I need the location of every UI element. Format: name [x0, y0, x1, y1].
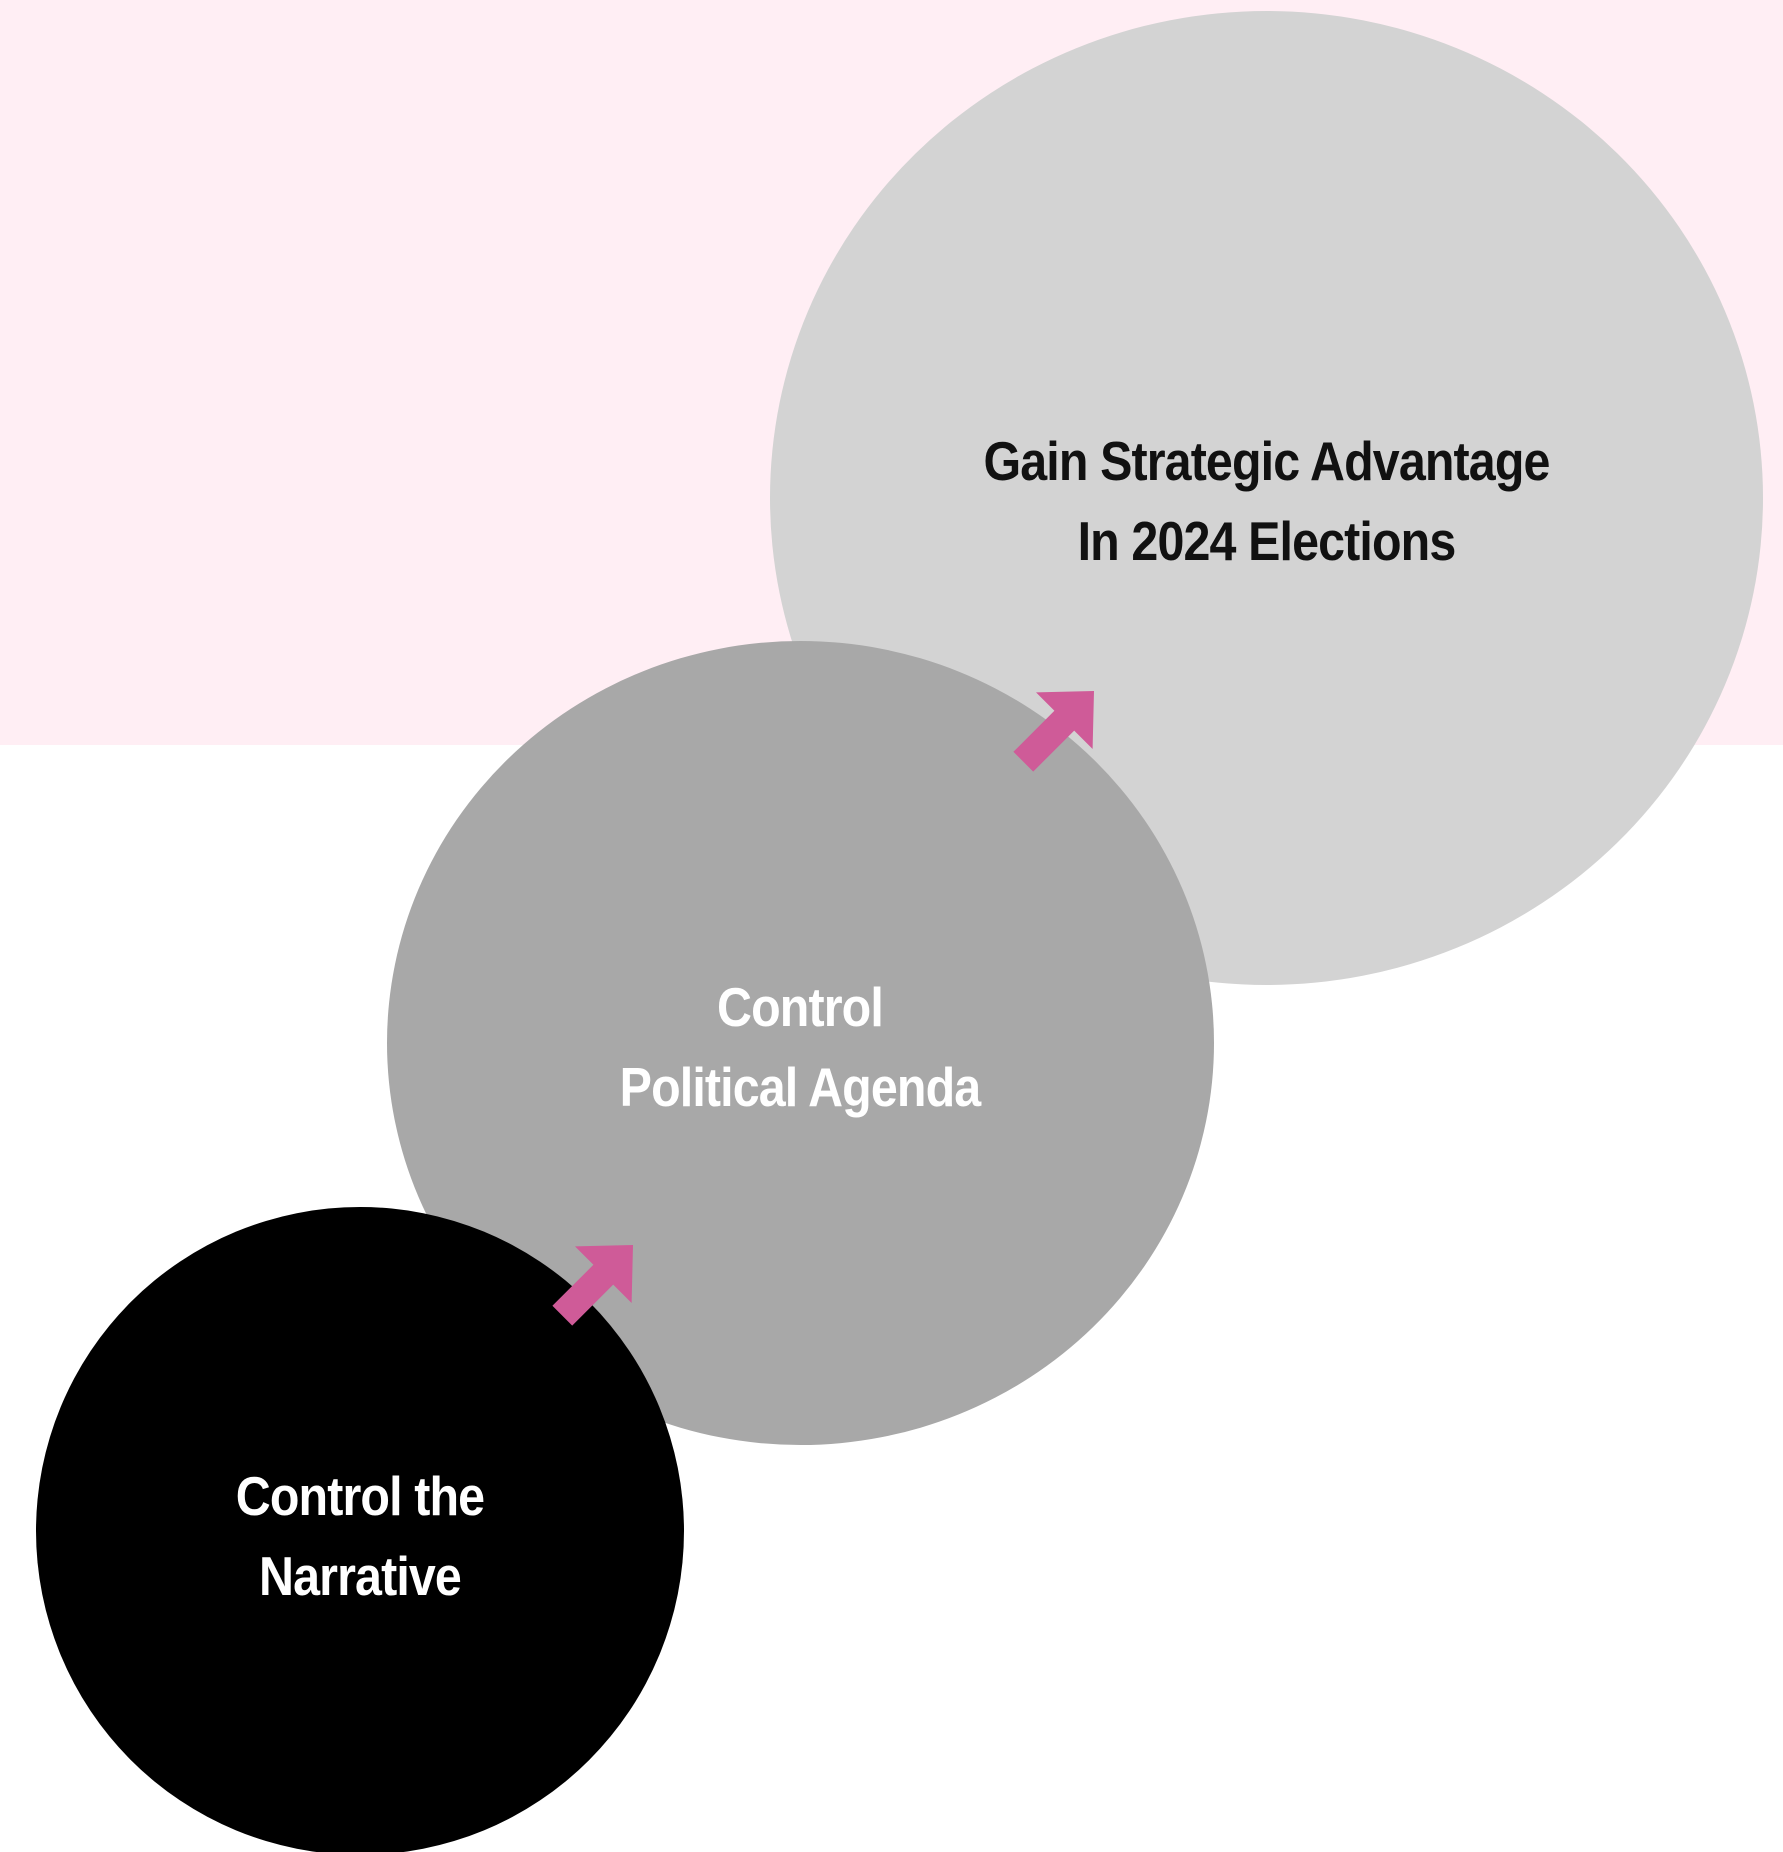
narrative-label-line-2: Narrative: [259, 1545, 462, 1607]
narrative-label: Control the Narrative: [140, 1456, 580, 1616]
agenda-label-line-1: Control: [717, 976, 884, 1038]
arrow-up-right-icon: [552, 1245, 633, 1326]
agenda-label: Control Political Agenda: [536, 967, 1064, 1127]
goal-label: Gain Strategic Advantage In 2024 Electio…: [918, 421, 1616, 581]
arrow-up-right-icon: [1013, 691, 1094, 772]
narrative-label-line-1: Control the: [235, 1465, 485, 1527]
agenda-label-line-2: Political Agenda: [619, 1056, 982, 1118]
goal-label-line-1: Gain Strategic Advantage: [983, 430, 1550, 492]
goal-label-line-2: In 2024 Elections: [1077, 510, 1457, 572]
